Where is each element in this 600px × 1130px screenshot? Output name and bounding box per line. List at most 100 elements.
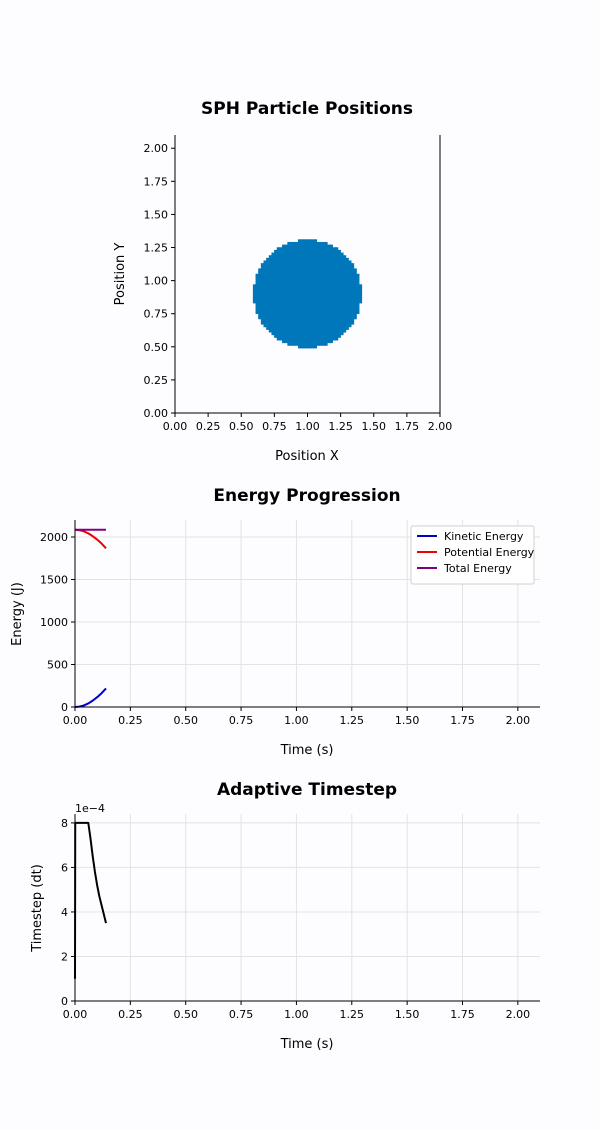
- particle-point: [343, 313, 347, 317]
- particle-point: [284, 305, 288, 309]
- particle-point: [287, 324, 291, 328]
- particle-point: [305, 292, 310, 296]
- particle-point: [292, 339, 296, 344]
- particle-point: [266, 313, 270, 317]
- particle-point: [303, 308, 307, 312]
- particle-point: [274, 265, 278, 269]
- particle-point: [327, 308, 331, 312]
- particle-point: [316, 249, 320, 254]
- particle-point: [340, 297, 344, 301]
- particle-point: [297, 345, 302, 349]
- particle-point: [279, 334, 283, 338]
- particle-point: [316, 310, 320, 314]
- particle-point: [313, 308, 318, 312]
- particle-point: [282, 289, 286, 293]
- particle-point: [292, 300, 296, 304]
- particle-point: [311, 241, 315, 246]
- particle-point: [268, 257, 272, 262]
- particle-point: [263, 324, 267, 328]
- energy-progression-panel: Energy Progression Time (s) Energy (J) 0…: [10, 486, 540, 758]
- particle-point: [303, 313, 307, 317]
- particle-point: [327, 318, 331, 322]
- particle-point: [327, 268, 331, 272]
- particle-point: [329, 276, 333, 280]
- particle-point: [313, 305, 318, 309]
- particle-point: [350, 300, 355, 304]
- particle-point: [300, 273, 304, 277]
- particle-point: [279, 300, 283, 304]
- particle-point: [303, 244, 307, 248]
- particle-point: [327, 321, 331, 325]
- particle-point: [311, 339, 315, 344]
- particle-point: [308, 310, 312, 314]
- particle-point: [290, 305, 294, 309]
- particle-point: [329, 265, 333, 269]
- particle-point: [350, 286, 355, 291]
- particle-point: [332, 313, 336, 317]
- particle-point: [345, 279, 349, 283]
- x-tick-label: 1.25: [328, 420, 353, 433]
- particle-point: [348, 263, 352, 267]
- particle-point: [290, 302, 294, 307]
- particle-point: [311, 279, 315, 283]
- particle-point: [297, 268, 302, 272]
- particle-point: [313, 263, 318, 267]
- particle-point: [324, 324, 328, 328]
- particle-point: [337, 321, 341, 325]
- particle-point: [343, 329, 347, 333]
- particle-point: [358, 286, 363, 291]
- particle-point: [327, 252, 331, 256]
- particle-point: [255, 281, 259, 285]
- particle-point: [311, 300, 315, 304]
- particle-point: [274, 300, 278, 304]
- particle-point: [345, 300, 349, 304]
- particle-point: [356, 289, 360, 293]
- particle-point: [316, 271, 320, 275]
- particle-point: [316, 329, 320, 333]
- particle-point: [335, 329, 339, 333]
- particle-point: [292, 252, 296, 256]
- particle-point: [268, 284, 272, 288]
- particle-point: [287, 310, 291, 314]
- particle-point: [279, 337, 283, 341]
- particle-point: [311, 289, 315, 293]
- particle-point: [319, 337, 323, 341]
- particle-point: [292, 316, 296, 320]
- particle-point: [260, 279, 265, 283]
- particle-point: [316, 302, 320, 307]
- particle-point: [311, 318, 315, 322]
- particle-point: [287, 292, 291, 296]
- particle-point: [295, 337, 299, 341]
- particle-point: [321, 265, 325, 269]
- particle-point: [279, 263, 283, 267]
- particle-point: [300, 289, 304, 293]
- particle-point: [284, 249, 288, 254]
- particle-point: [282, 339, 286, 344]
- particle-point: [350, 263, 355, 267]
- particle-point: [297, 337, 302, 341]
- particle-point: [319, 294, 323, 299]
- particle-point: [276, 273, 280, 277]
- particle-point: [303, 271, 307, 275]
- particle-point: [316, 247, 320, 251]
- particle-point: [335, 316, 339, 320]
- particle-point: [337, 260, 341, 264]
- y-tick-label: 0.25: [144, 374, 169, 387]
- particle-point: [282, 300, 286, 304]
- particle-point: [276, 271, 280, 275]
- particle-point: [316, 305, 320, 309]
- particle-point: [327, 292, 331, 296]
- particle-point: [300, 297, 304, 301]
- particle-point: [311, 342, 315, 346]
- particle-point: [311, 297, 315, 301]
- particle-point: [305, 268, 310, 272]
- particle-point: [305, 241, 310, 246]
- particle-point: [327, 339, 331, 344]
- particle-point: [300, 286, 304, 291]
- particle-point: [300, 321, 304, 325]
- particle-point: [332, 263, 336, 267]
- particle-point: [329, 339, 333, 344]
- particle-point: [305, 289, 310, 293]
- particle-point: [295, 326, 299, 330]
- particle-point: [337, 292, 341, 296]
